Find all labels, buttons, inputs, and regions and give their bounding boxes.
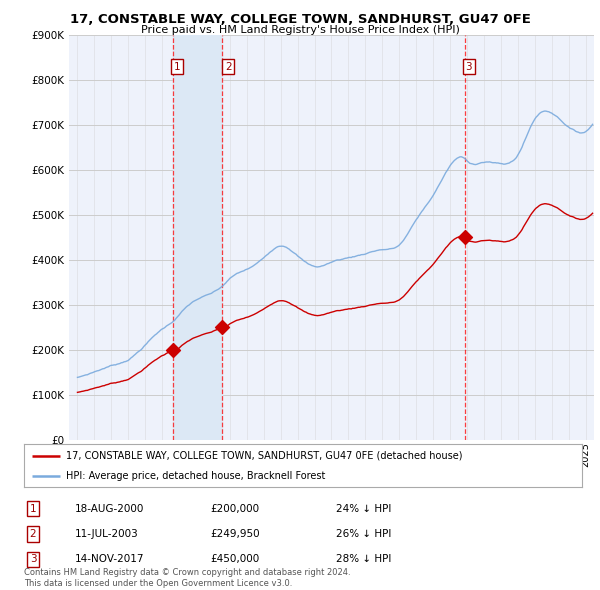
Text: HPI: Average price, detached house, Bracknell Forest: HPI: Average price, detached house, Brac… — [66, 471, 325, 481]
Text: 17, CONSTABLE WAY, COLLEGE TOWN, SANDHURST, GU47 0FE (detached house): 17, CONSTABLE WAY, COLLEGE TOWN, SANDHUR… — [66, 451, 463, 461]
Text: 3: 3 — [29, 555, 37, 564]
Text: £200,000: £200,000 — [210, 504, 259, 513]
Text: £450,000: £450,000 — [210, 555, 259, 564]
Point — [460, 233, 470, 242]
Bar — [173, 35, 222, 440]
Text: 28% ↓ HPI: 28% ↓ HPI — [336, 555, 391, 564]
Point — [168, 345, 178, 355]
Text: 3: 3 — [466, 62, 472, 72]
Text: 2: 2 — [225, 62, 232, 72]
Text: 24% ↓ HPI: 24% ↓ HPI — [336, 504, 391, 513]
Text: 11-JUL-2003: 11-JUL-2003 — [75, 529, 139, 539]
Text: Contains HM Land Registry data © Crown copyright and database right 2024.: Contains HM Land Registry data © Crown c… — [24, 568, 350, 577]
Text: This data is licensed under the Open Government Licence v3.0.: This data is licensed under the Open Gov… — [24, 579, 292, 588]
Text: 1: 1 — [174, 62, 181, 72]
Text: 1: 1 — [29, 504, 37, 513]
Text: 17, CONSTABLE WAY, COLLEGE TOWN, SANDHURST, GU47 0FE: 17, CONSTABLE WAY, COLLEGE TOWN, SANDHUR… — [70, 13, 530, 26]
Text: Price paid vs. HM Land Registry's House Price Index (HPI): Price paid vs. HM Land Registry's House … — [140, 25, 460, 35]
Text: 2: 2 — [29, 529, 37, 539]
Text: £249,950: £249,950 — [210, 529, 260, 539]
Point — [217, 323, 227, 332]
Text: 26% ↓ HPI: 26% ↓ HPI — [336, 529, 391, 539]
Text: 14-NOV-2017: 14-NOV-2017 — [75, 555, 145, 564]
Text: 18-AUG-2000: 18-AUG-2000 — [75, 504, 145, 513]
